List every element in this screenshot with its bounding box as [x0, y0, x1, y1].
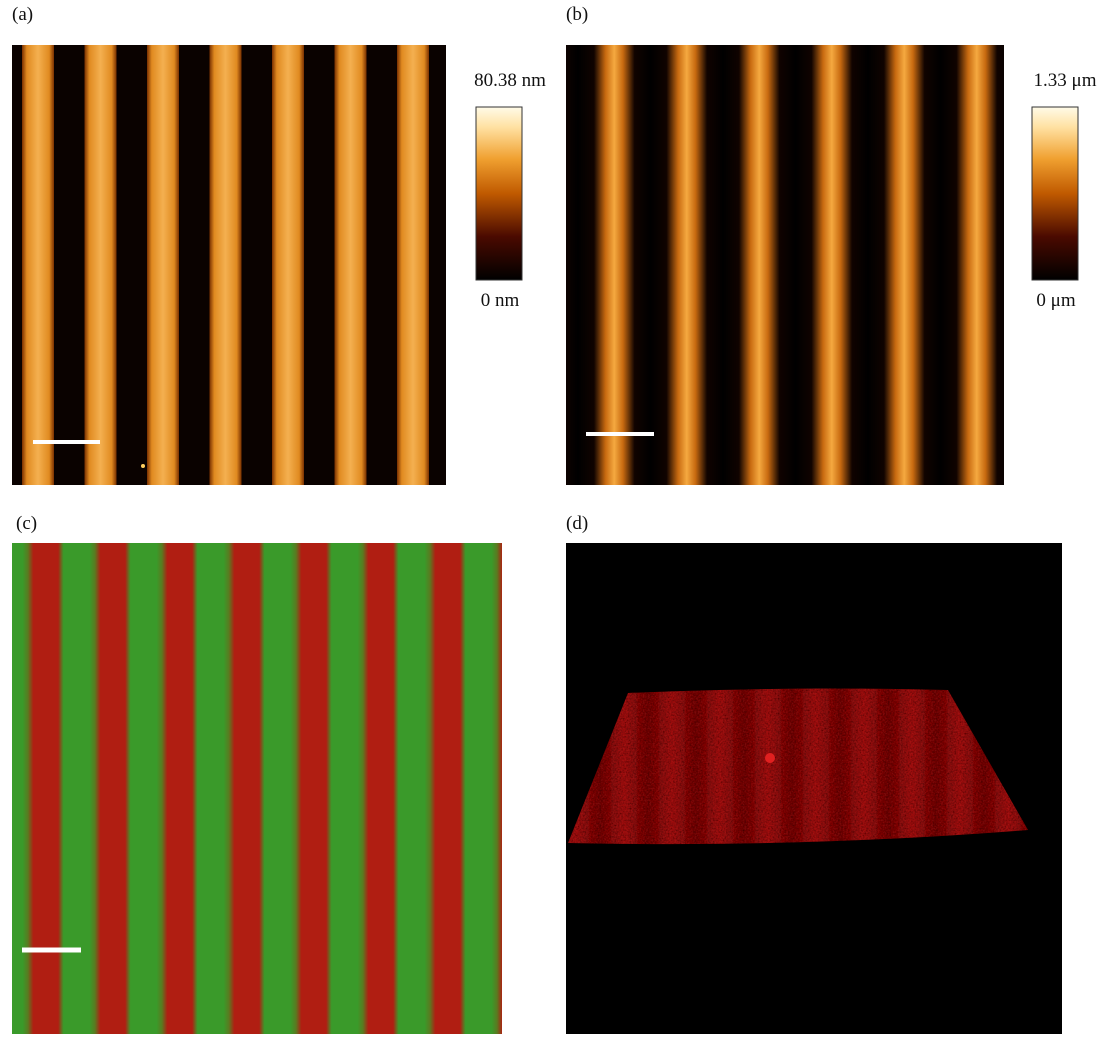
colorbar — [476, 107, 522, 280]
panel-label: (c) — [16, 513, 37, 534]
page: {"panels": [ {"label": "(a)", "colorbar"… — [0, 0, 1099, 1034]
panel-label: (d) — [566, 513, 588, 534]
bright-spot — [765, 753, 775, 763]
particle — [141, 464, 145, 468]
colorbar-max: 80.38 nm — [474, 70, 546, 91]
panel-label: (a) — [12, 4, 33, 25]
colorbar-min: 0 μm — [1036, 290, 1075, 311]
afm-image — [12, 45, 446, 485]
panel-label: (b) — [566, 4, 588, 25]
colorbar-min: 0 nm — [481, 290, 520, 311]
fluorescence-image — [12, 543, 502, 1034]
colorbar-max: 1.33 μm — [1034, 70, 1097, 91]
colorbar — [1032, 107, 1078, 280]
surface-3d — [568, 689, 1028, 845]
afm-image — [566, 45, 1004, 485]
figure: (a) 80.38 nm 0 nm (b) 1.33 μm 0 μm (c) (… — [0, 0, 1099, 1034]
